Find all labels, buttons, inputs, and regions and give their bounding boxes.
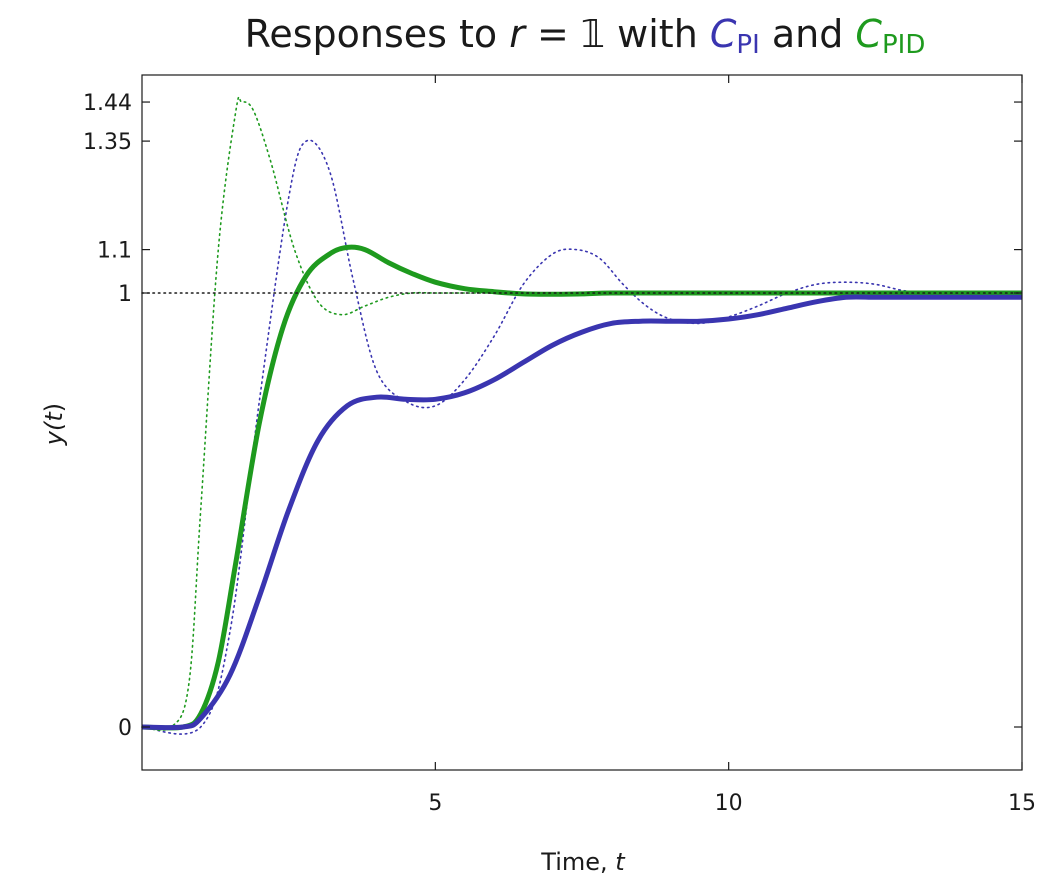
x-axis-label: Time, t bbox=[540, 848, 626, 876]
series-line-pi-solid bbox=[141, 294, 1022, 731]
x-axis-label-text: Time, bbox=[540, 848, 615, 876]
title-c-pi: C bbox=[710, 12, 737, 56]
title-eq: = bbox=[525, 12, 581, 56]
series-layer bbox=[141, 96, 1023, 735]
y-tick-label: 1.35 bbox=[83, 130, 132, 155]
title-one: 𝟙 bbox=[581, 12, 605, 56]
series-line-pid-solid bbox=[141, 244, 1022, 731]
y-tick-label: 1.44 bbox=[83, 91, 132, 116]
y-tick-label: 1.1 bbox=[97, 239, 132, 264]
title-var-r: r bbox=[509, 12, 527, 56]
title-mid: with bbox=[605, 12, 710, 56]
x-tick-label: 10 bbox=[715, 791, 743, 816]
title-c-pid-sub: PID bbox=[882, 30, 925, 60]
plot-frame bbox=[141, 74, 1023, 771]
chart-title: Responses to r = 𝟙 with CPI and CPID bbox=[245, 12, 926, 60]
x-tick-label: 15 bbox=[1008, 791, 1036, 816]
series-line-pi-dotted bbox=[141, 139, 1023, 735]
title-c-pi-sub: PI bbox=[736, 30, 759, 60]
ticks-layer: 5 10 15 0 1 1.1 1.35 1.44 bbox=[83, 75, 1036, 816]
x-tick-label: 5 bbox=[428, 791, 442, 816]
y-tick-label: 1 bbox=[118, 282, 132, 307]
y-axis-label-text: y( bbox=[40, 420, 68, 446]
title-prefix: Responses to bbox=[245, 12, 510, 56]
x-axis-label-var: t bbox=[615, 848, 626, 876]
y-axis-label: y(t) bbox=[40, 403, 68, 446]
y-axis-label-var: t bbox=[40, 411, 68, 422]
y-tick-label: 0 bbox=[118, 716, 132, 741]
y-axis-label-close: ) bbox=[40, 403, 68, 412]
title-c-pid: C bbox=[855, 12, 882, 56]
series-line-pid-dotted bbox=[141, 96, 1023, 731]
title-and: and bbox=[760, 12, 856, 56]
